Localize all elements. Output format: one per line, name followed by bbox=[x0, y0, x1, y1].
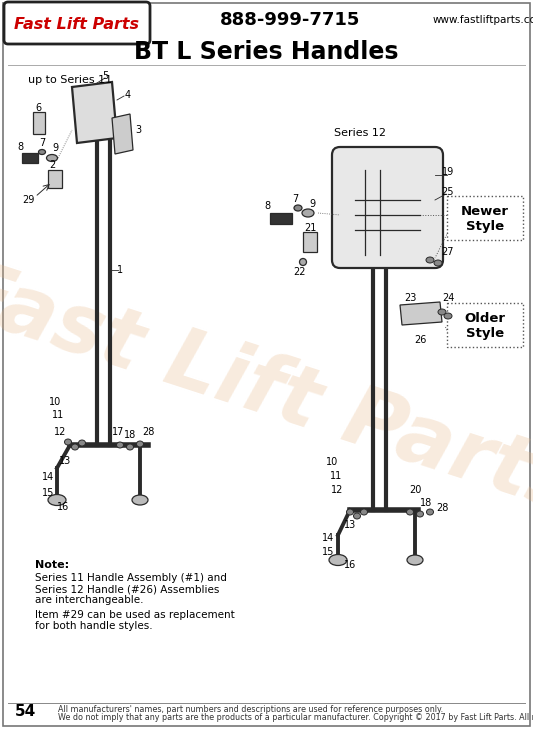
Text: Series 12 Handle (#26) Assemblies: Series 12 Handle (#26) Assemblies bbox=[35, 584, 220, 594]
Text: 8: 8 bbox=[17, 142, 23, 152]
Text: 20: 20 bbox=[409, 485, 421, 495]
Ellipse shape bbox=[300, 259, 306, 265]
Text: 2: 2 bbox=[49, 160, 55, 170]
Text: 13: 13 bbox=[344, 520, 356, 530]
FancyBboxPatch shape bbox=[33, 112, 45, 134]
Text: 11: 11 bbox=[52, 410, 64, 420]
Text: Note:: Note: bbox=[35, 560, 69, 570]
Text: 3: 3 bbox=[135, 125, 141, 135]
Text: 1: 1 bbox=[117, 265, 123, 275]
Ellipse shape bbox=[360, 509, 367, 515]
Text: Newer
Style: Newer Style bbox=[461, 205, 509, 233]
Text: are interchangeable.: are interchangeable. bbox=[35, 595, 143, 605]
Ellipse shape bbox=[438, 309, 446, 315]
Text: Older
Style: Older Style bbox=[464, 312, 505, 340]
FancyBboxPatch shape bbox=[447, 196, 523, 240]
Ellipse shape bbox=[38, 149, 45, 155]
Polygon shape bbox=[72, 82, 117, 143]
Text: 29: 29 bbox=[22, 195, 34, 205]
Ellipse shape bbox=[136, 441, 143, 447]
Text: 10: 10 bbox=[49, 397, 61, 407]
Text: 54: 54 bbox=[15, 704, 36, 720]
Text: Fast Lift Parts: Fast Lift Parts bbox=[0, 251, 533, 529]
Ellipse shape bbox=[302, 209, 314, 217]
Text: 24: 24 bbox=[442, 293, 454, 303]
Text: 17: 17 bbox=[112, 427, 124, 437]
Ellipse shape bbox=[353, 513, 360, 519]
Text: 6: 6 bbox=[35, 103, 41, 113]
Polygon shape bbox=[22, 153, 38, 163]
Ellipse shape bbox=[294, 205, 302, 211]
Text: 28: 28 bbox=[142, 427, 154, 437]
Ellipse shape bbox=[126, 444, 133, 450]
Text: 28: 28 bbox=[436, 503, 448, 513]
Ellipse shape bbox=[117, 442, 124, 448]
Text: 25: 25 bbox=[442, 187, 454, 197]
Text: Series 12: Series 12 bbox=[334, 128, 386, 138]
Text: Item #29 can be used as replacement: Item #29 can be used as replacement bbox=[35, 610, 235, 620]
Ellipse shape bbox=[132, 495, 148, 505]
Text: up to Series 11: up to Series 11 bbox=[28, 75, 112, 85]
Ellipse shape bbox=[434, 260, 442, 266]
FancyBboxPatch shape bbox=[3, 3, 530, 726]
Text: 888-999-7715: 888-999-7715 bbox=[220, 11, 360, 29]
FancyBboxPatch shape bbox=[4, 2, 150, 44]
Text: 16: 16 bbox=[57, 502, 69, 512]
Text: 26: 26 bbox=[414, 335, 426, 345]
Text: Fast Lift Parts: Fast Lift Parts bbox=[14, 17, 140, 31]
Text: 10: 10 bbox=[326, 457, 338, 467]
Polygon shape bbox=[270, 213, 292, 224]
Ellipse shape bbox=[71, 444, 78, 450]
Text: 8: 8 bbox=[264, 201, 270, 211]
FancyBboxPatch shape bbox=[48, 170, 62, 188]
Text: 7: 7 bbox=[39, 138, 45, 148]
Text: 12: 12 bbox=[54, 427, 66, 437]
Text: 15: 15 bbox=[42, 488, 54, 498]
Ellipse shape bbox=[48, 494, 66, 505]
Text: All manufacturers' names, part numbers and descriptions are used for reference p: All manufacturers' names, part numbers a… bbox=[58, 704, 443, 714]
Text: 27: 27 bbox=[442, 247, 454, 257]
Text: 14: 14 bbox=[322, 533, 334, 543]
Ellipse shape bbox=[426, 257, 434, 263]
Text: 14: 14 bbox=[42, 472, 54, 482]
Ellipse shape bbox=[346, 509, 353, 515]
FancyBboxPatch shape bbox=[447, 303, 523, 347]
Ellipse shape bbox=[329, 555, 347, 566]
Text: Series 11 Handle Assembly (#1) and: Series 11 Handle Assembly (#1) and bbox=[35, 573, 227, 583]
Text: We do not imply that any parts are the products of a particular manufacturer. Co: We do not imply that any parts are the p… bbox=[58, 714, 533, 722]
FancyBboxPatch shape bbox=[332, 147, 443, 268]
Text: 18: 18 bbox=[420, 498, 432, 508]
Ellipse shape bbox=[46, 155, 58, 162]
Text: www.fastliftparts.com: www.fastliftparts.com bbox=[433, 15, 533, 25]
Ellipse shape bbox=[64, 439, 71, 445]
Ellipse shape bbox=[407, 555, 423, 565]
Ellipse shape bbox=[407, 509, 414, 515]
Text: 16: 16 bbox=[344, 560, 356, 570]
Text: 9: 9 bbox=[52, 143, 58, 153]
Ellipse shape bbox=[426, 509, 433, 515]
Polygon shape bbox=[400, 302, 442, 325]
Text: for both handle styles.: for both handle styles. bbox=[35, 621, 152, 631]
Text: 23: 23 bbox=[404, 293, 416, 303]
Ellipse shape bbox=[416, 511, 424, 517]
Text: 5: 5 bbox=[102, 71, 108, 81]
Text: BT L Series Handles: BT L Series Handles bbox=[134, 40, 398, 64]
Text: 19: 19 bbox=[442, 167, 454, 177]
Text: 22: 22 bbox=[294, 267, 306, 277]
Ellipse shape bbox=[78, 440, 85, 446]
Text: 9: 9 bbox=[309, 199, 315, 209]
Text: 7: 7 bbox=[292, 194, 298, 204]
FancyBboxPatch shape bbox=[303, 232, 317, 252]
Text: 15: 15 bbox=[322, 547, 334, 557]
Polygon shape bbox=[112, 114, 133, 154]
Ellipse shape bbox=[444, 313, 452, 319]
Text: 18: 18 bbox=[124, 430, 136, 440]
Text: 13: 13 bbox=[59, 456, 71, 466]
Text: 4: 4 bbox=[125, 90, 131, 100]
Text: 12: 12 bbox=[331, 485, 343, 495]
Text: 11: 11 bbox=[330, 471, 342, 481]
Text: 21: 21 bbox=[304, 223, 316, 233]
